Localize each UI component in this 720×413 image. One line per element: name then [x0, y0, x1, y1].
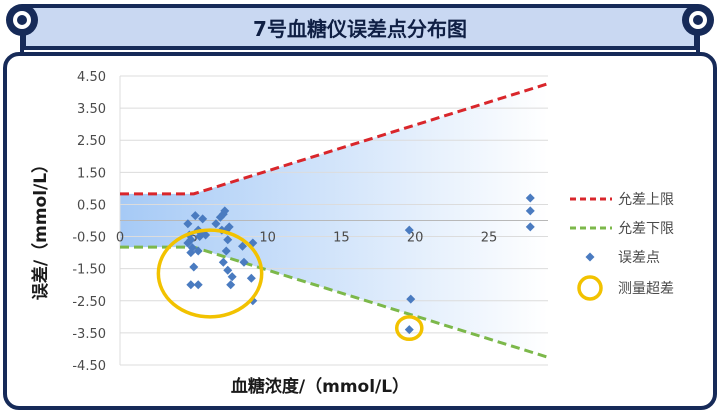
legend-swatch-point — [585, 252, 595, 262]
y-tick-label: -3.50 — [72, 327, 106, 342]
y-tick-label: 3.50 — [77, 102, 106, 117]
error-point — [201, 230, 211, 240]
chart-title: 7号血糖仪误差点分布图 — [253, 17, 467, 41]
y-tick-label: -0.50 — [72, 231, 106, 246]
ring-icon — [6, 4, 38, 36]
error-point — [186, 248, 196, 258]
error-point — [246, 273, 256, 283]
error-points-layer — [183, 193, 535, 335]
error-point — [237, 241, 247, 251]
y-tick-label: 0.50 — [77, 198, 106, 213]
error-point — [224, 222, 234, 232]
error-point — [404, 225, 414, 235]
error-point — [525, 206, 535, 216]
error-point — [193, 246, 203, 256]
y-tick-label: 2.50 — [77, 134, 106, 149]
y-tick-label: -4.50 — [72, 359, 106, 374]
y-tick-label: -1.50 — [72, 263, 106, 278]
y-tick-label: -2.50 — [72, 295, 106, 310]
error-point — [189, 262, 199, 272]
error-point — [186, 280, 196, 290]
error-point — [183, 238, 193, 248]
error-point — [525, 222, 535, 232]
error-point — [525, 193, 535, 203]
error-point — [183, 219, 193, 229]
title-band — [22, 4, 698, 50]
legend-label: 允差上限 — [618, 192, 674, 208]
x-tick-label: 20 — [407, 231, 424, 246]
legend-swatch-circle — [577, 275, 603, 301]
error-point — [406, 294, 416, 304]
error-point — [218, 257, 228, 267]
x-tick-layer: 0 5 10 15 20 25 — [116, 231, 497, 246]
error-point — [193, 280, 203, 290]
out-of-tolerance-circle — [156, 228, 264, 319]
out-of-tolerance-circle — [394, 315, 424, 342]
highlight-circles-layer — [156, 228, 424, 342]
x-tick-label: 5 — [190, 231, 198, 246]
x-tick-label: 15 — [333, 231, 350, 246]
y-tick-label: 1.50 — [77, 166, 106, 181]
error-point — [223, 235, 233, 245]
legend-label: 误差点 — [618, 250, 660, 266]
x-tick-label: 0 — [116, 231, 124, 246]
error-point — [239, 257, 249, 267]
legend-label: 测量超差 — [618, 281, 674, 297]
y-tick-label: 4.50 — [77, 70, 106, 85]
error-point — [220, 206, 230, 216]
error-point — [221, 246, 231, 256]
error-point — [198, 214, 208, 224]
ring-icon — [682, 4, 714, 36]
error-point — [404, 325, 414, 335]
y-tick-layer: 4.50 3.50 2.50 1.50 0.50 -0.50 -1.50 -2.50 -3.50… — [72, 70, 106, 374]
x-tick-label: 10 — [259, 231, 276, 246]
legend-label: 允差下限 — [618, 221, 674, 237]
error-point — [227, 272, 237, 282]
y-axis-label: 误差/（mmol/L） — [30, 156, 51, 300]
x-axis-label: 血糖浓度/（mmol/L） — [231, 376, 409, 397]
limit-line — [120, 82, 549, 196]
error-point — [190, 211, 200, 221]
error-point — [223, 265, 233, 275]
x-tick-label: 25 — [481, 231, 498, 246]
error-point — [211, 219, 221, 229]
error-point — [226, 280, 236, 290]
